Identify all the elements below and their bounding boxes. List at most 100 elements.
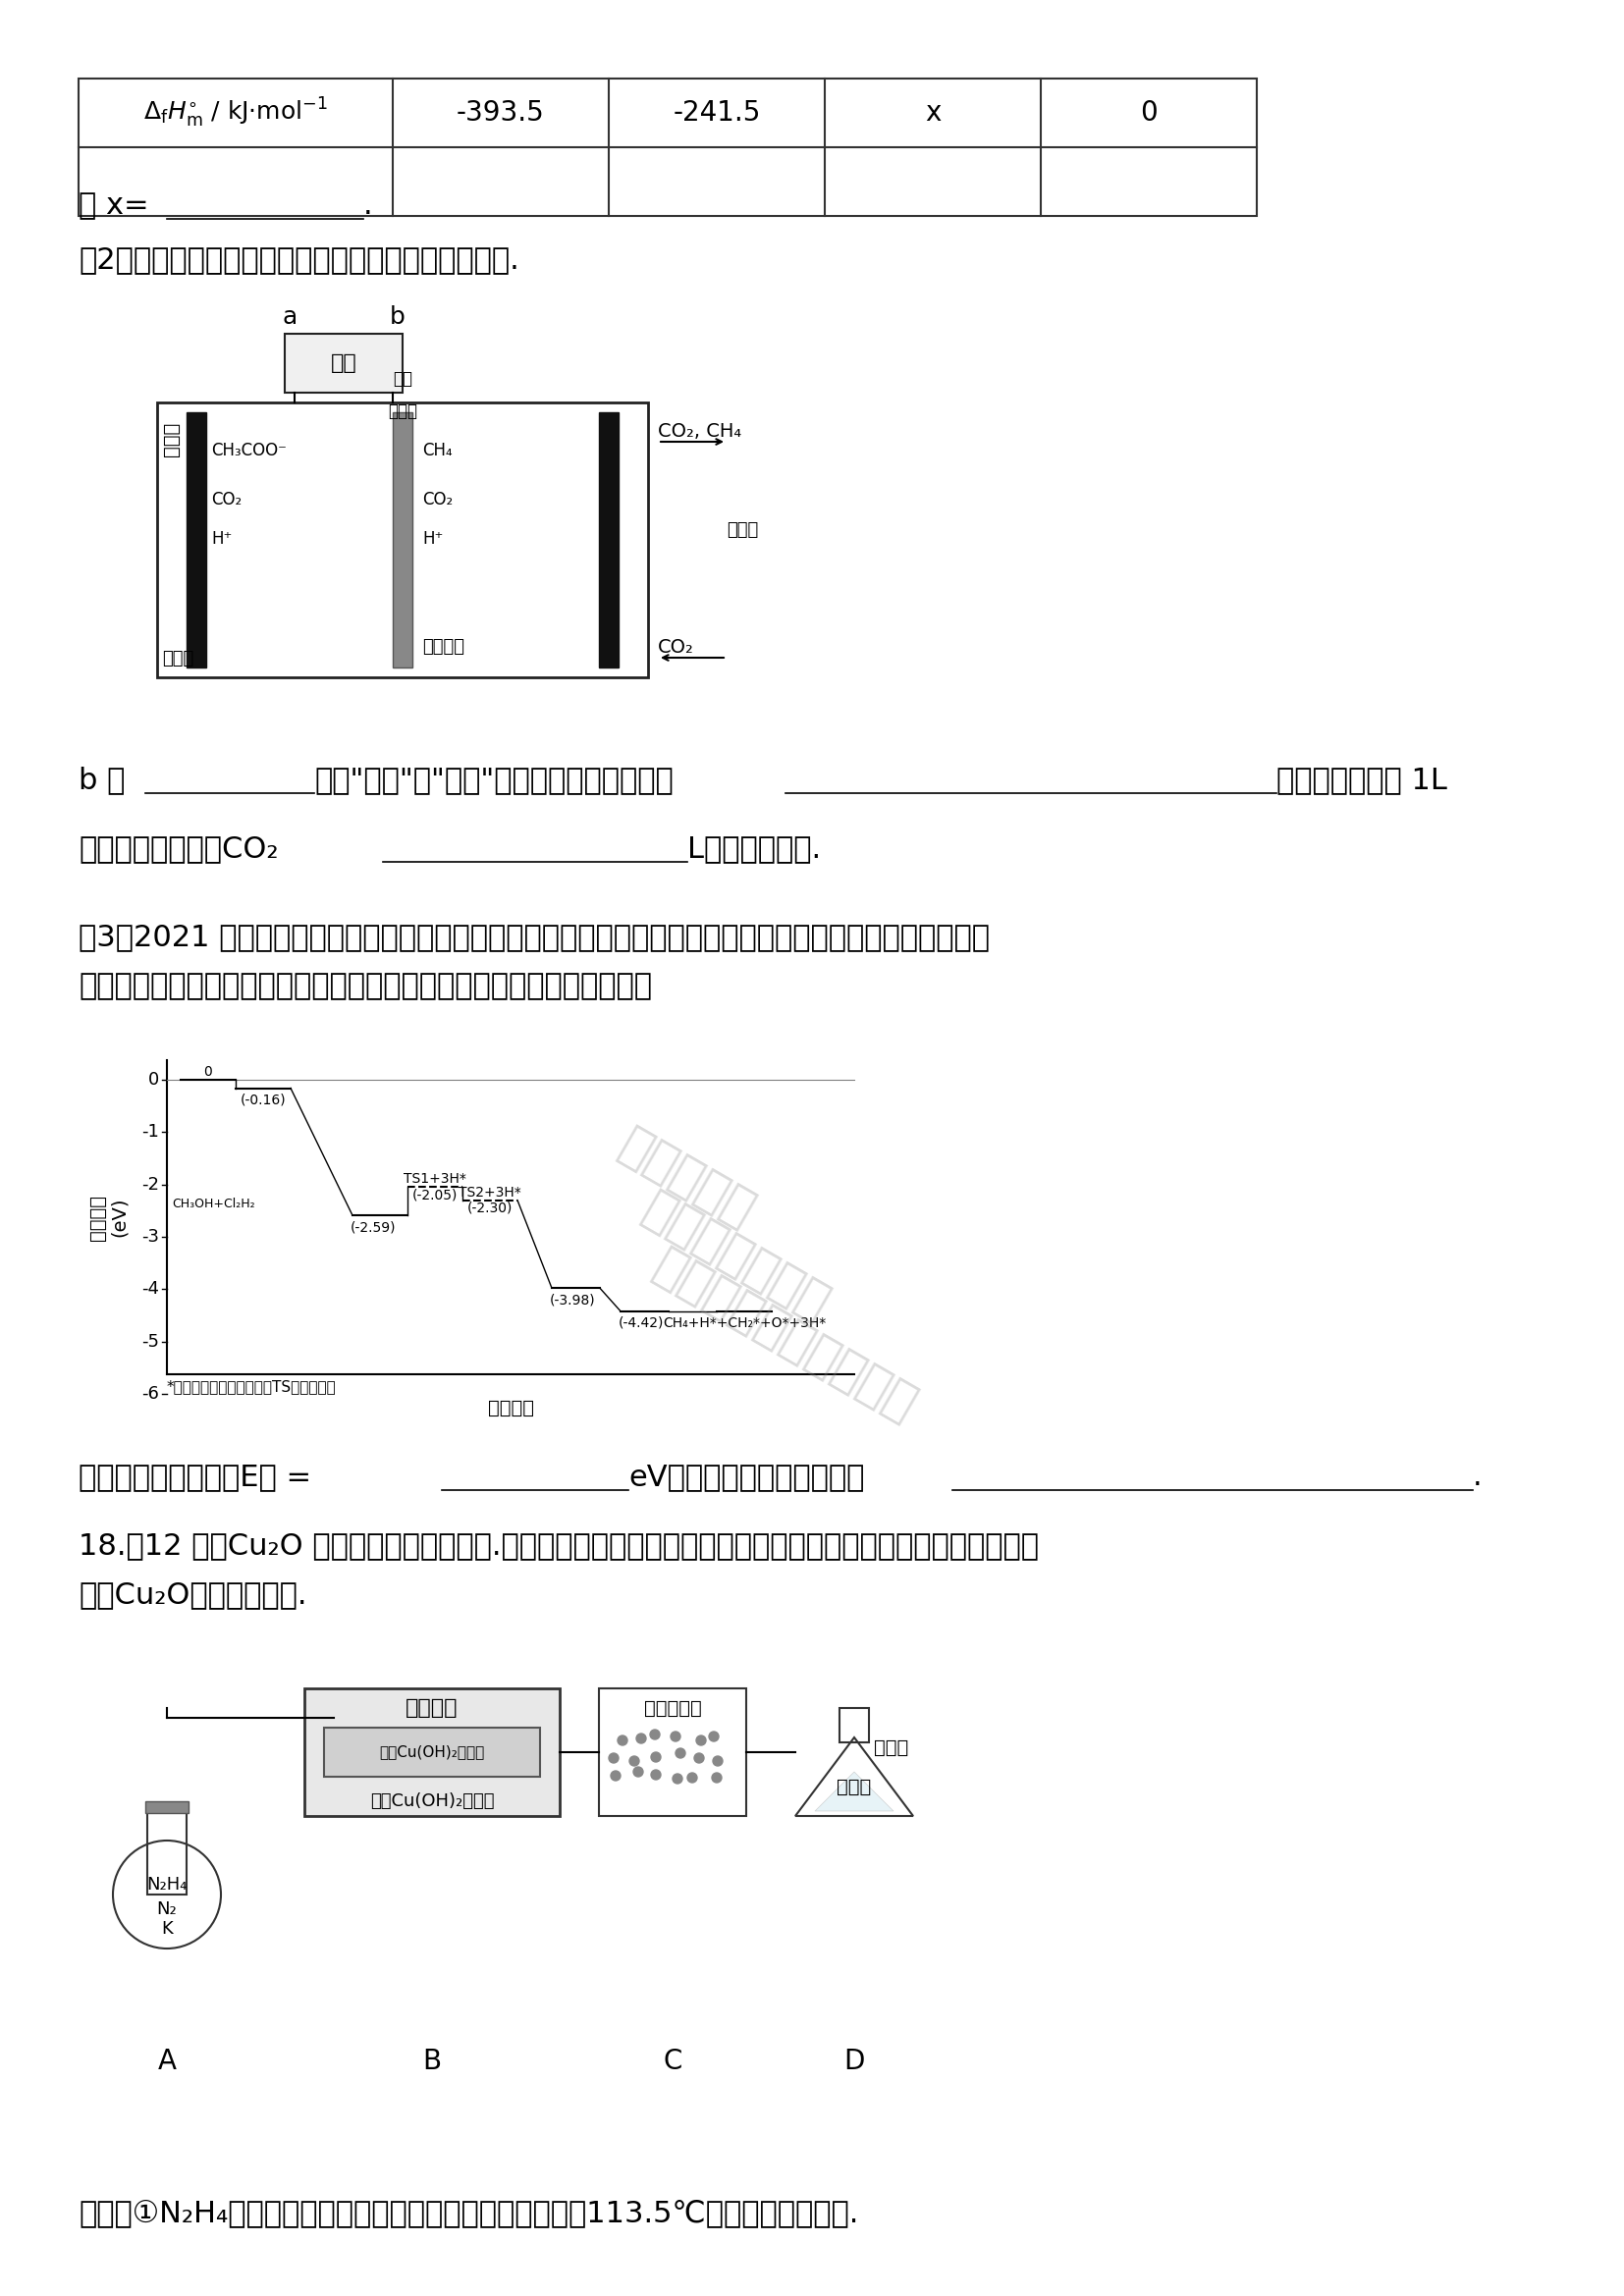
Text: CO₂, CH₄: CO₂, CH₄ [658,422,742,441]
Circle shape [632,1773,641,1782]
Text: 稀硫酸: 稀硫酸 [836,1777,872,1795]
Text: TS1+3H*
(-2.05): TS1+3H* (-2.05) [404,1173,466,1203]
Text: $\Delta_{\rm f}H_{\rm m}^{\circ}$ / kJ$\cdot$mol$^{-1}$: $\Delta_{\rm f}H_{\rm m}^{\circ}$ / kJ$\… [143,96,328,129]
Bar [599,1688,745,1816]
Circle shape [651,1752,661,1761]
Text: 交换膜: 交换膜 [388,402,417,420]
Circle shape [667,1733,677,1743]
Text: 电解液: 电解液 [726,521,758,540]
Text: .: . [1473,1463,1483,1490]
Text: .: . [364,191,374,220]
Text: K: K [161,1919,172,1938]
Text: 高考早知道: 高考早知道 [612,1120,763,1235]
Text: -2: -2 [141,1176,159,1194]
Text: -5: -5 [141,1332,159,1350]
Text: （填"负极"或"正极"），阳极电极反应式为: （填"负极"或"正极"），阳极电极反应式为 [313,765,674,794]
Text: 无水氯化钙: 无水氯化钙 [643,1699,702,1717]
Circle shape [667,1775,677,1786]
Bar [325,1727,541,1777]
Circle shape [632,1729,641,1738]
Text: CO₂: CO₂ [422,491,453,507]
Text: -241.5: -241.5 [672,99,760,126]
Text: 0: 0 [1140,99,1158,126]
Bar [78,78,1257,216]
Text: -393.5: -393.5 [456,99,544,126]
Text: 第一时间获取最新资料: 第一时间获取最新资料 [646,1240,924,1428]
Text: b 为: b 为 [78,765,125,794]
Circle shape [633,1754,643,1763]
Bar [599,413,619,668]
Text: N₂: N₂ [158,1901,177,1917]
Bar [148,1807,187,1894]
Text: 产电菌: 产电菌 [162,422,180,457]
Text: CH₃COO⁻: CH₃COO⁻ [211,441,286,459]
Text: 盛有Cu(OH)₂的瓷舟: 盛有Cu(OH)₂的瓷舟 [380,1745,484,1759]
Circle shape [710,1736,719,1745]
Text: 0: 0 [205,1065,213,1079]
Text: 反应历程中最大能垒E正 =: 反应历程中最大能垒E正 = [78,1463,322,1490]
Text: 产甲烷菌: 产甲烷菌 [422,638,464,657]
Text: a: a [283,305,297,328]
Text: CO₂: CO₂ [211,491,242,507]
Text: *表示吸附在催化剂表面，TS代表中间态: *表示吸附在催化剂表面，TS代表中间态 [167,1380,336,1394]
Text: 电源: 电源 [331,354,357,372]
Text: 电解液: 电解液 [162,650,193,668]
Text: 键，而将木质纤维素生物质直接转化为天然气，部分反应历程如图所示：: 键，而将木质纤维素生物质直接转化为天然气，部分反应历程如图所示： [78,971,651,1001]
Bar [284,333,403,393]
Text: x: x [924,99,940,126]
Text: CO₂: CO₂ [658,638,693,657]
Text: eV，写出该步的反应方程式: eV，写出该步的反应方程式 [628,1463,864,1490]
Text: 反应历程: 反应历程 [487,1398,534,1417]
Text: -1: -1 [141,1123,159,1141]
Circle shape [614,1731,625,1740]
Text: C: C [663,2048,682,2076]
Text: 甲烷，阳极室产生CO₂: 甲烷，阳极室产生CO₂ [78,833,278,863]
Bar [145,1802,188,1814]
Text: -4: -4 [141,1281,159,1297]
Circle shape [692,1729,702,1738]
Text: 0: 0 [148,1070,159,1088]
Circle shape [689,1775,698,1784]
Text: （2）一种微生物电化学方法生产甲烷的装置如图所示.: （2）一种微生物电化学方法生产甲烷的装置如图所示. [78,246,520,273]
Circle shape [710,1756,719,1766]
Text: D: D [844,2048,864,2076]
Circle shape [651,1729,661,1740]
Text: (-4.42): (-4.42) [619,1316,664,1329]
Bar [840,1708,869,1743]
Circle shape [617,1768,627,1777]
Text: H⁺: H⁺ [211,530,232,549]
Text: H⁺: H⁺ [422,530,443,549]
Circle shape [609,1754,619,1763]
Circle shape [716,1773,726,1782]
Text: 18.（12 分）Cu₂O 是重要的无机化工原料.某化学兴趣小组同学用下图所示装置（部分加热及夹持装置已省略）: 18.（12 分）Cu₂O 是重要的无机化工原料.某化学兴趣小组同学用下图所示装… [78,1531,1039,1559]
Bar [304,1688,560,1816]
Text: (-2.59): (-2.59) [351,1219,396,1233]
Text: B: B [422,2048,442,2076]
Text: (-3.98): (-3.98) [549,1293,596,1306]
Text: -6: -6 [141,1384,159,1403]
Text: b: b [390,305,406,328]
Text: (-0.16): (-0.16) [240,1093,286,1107]
Text: 相对能量
(eV): 相对能量 (eV) [88,1194,128,1240]
Bar [158,402,648,677]
Text: CH₃OH+Cl₂H₂: CH₃OH+Cl₂H₂ [172,1199,255,1210]
Text: N₂H₄: N₂H₄ [146,1876,187,1894]
Text: L（标准状况）.: L（标准状况）. [687,833,822,863]
Text: TS2+3H*
(-2.30): TS2+3H* (-2.30) [458,1185,521,1215]
Text: 制取Cu₂O并测定其纯度.: 制取Cu₂O并测定其纯度. [78,1580,307,1609]
Circle shape [689,1752,698,1761]
Text: 则 x=: 则 x= [78,191,149,220]
Text: 盛有Cu(OH)₂的瓷舟: 盛有Cu(OH)₂的瓷舟 [370,1793,494,1809]
Text: 离子: 离子 [393,370,412,388]
Text: -3: -3 [141,1228,159,1247]
Text: 理论上，每生成 1L: 理论上，每生成 1L [1276,765,1447,794]
Bar [187,413,206,668]
Text: 微信搜索小程序: 微信搜索小程序 [635,1185,838,1329]
Text: 管式电炉: 管式电炉 [406,1699,458,1717]
Bar [393,413,412,668]
Text: CH₄: CH₄ [422,441,451,459]
Circle shape [667,1754,677,1763]
Text: 已知：①N₂H₄为二元弱碱，常温下为无色油状液体，沸点为113.5℃，有较强的还原性.: 已知：①N₂H₄为二元弱碱，常温下为无色油状液体，沸点为113.5℃，有较强的还… [78,2200,859,2227]
Text: CH₄+H*+CH₂*+O*+3H*: CH₄+H*+CH₂*+O*+3H* [663,1316,827,1329]
Circle shape [653,1770,663,1779]
